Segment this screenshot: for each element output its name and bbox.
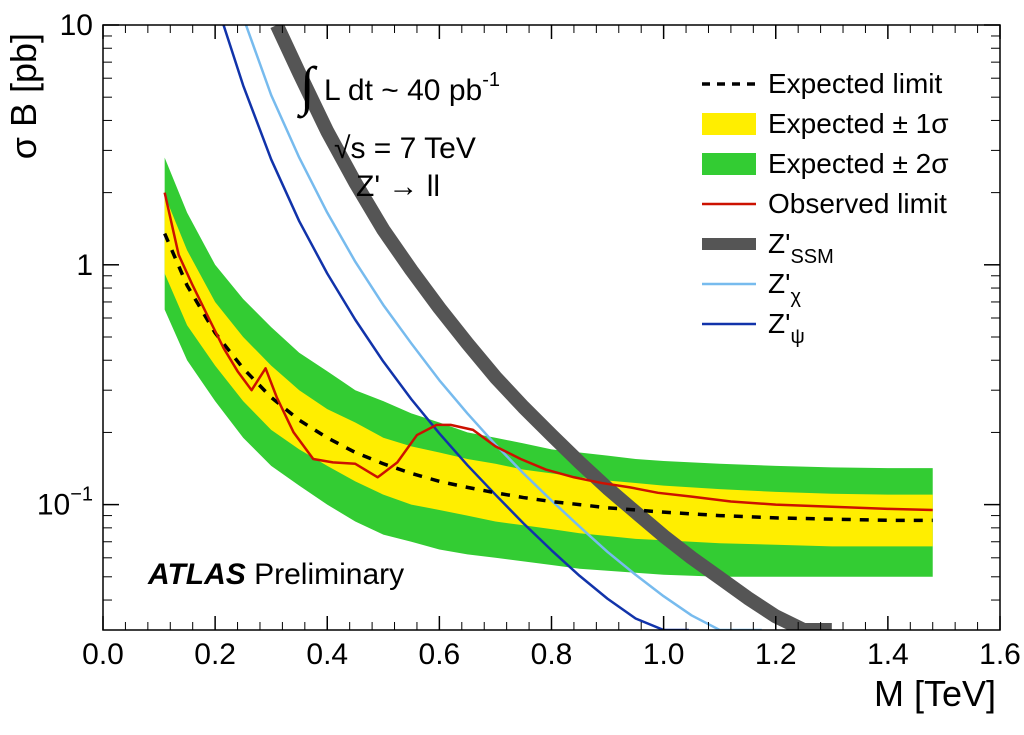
legend: Expected limit Expected ± 1σ Expected ± 2σ… — [702, 68, 949, 348]
legend-label: Z'SSM — [768, 228, 834, 268]
x-tick-label: 0.0 — [82, 638, 124, 671]
x-tick-label: 0.4 — [306, 638, 348, 671]
y-tick-label: 10 — [60, 9, 93, 42]
x-tick-label: 1.2 — [755, 638, 797, 671]
legend-label: Expected ± 1σ — [768, 108, 949, 139]
y-tick-label: 10−1 — [37, 484, 93, 522]
legend-label: Z'ψ — [768, 308, 805, 348]
atlas-label: ATLAS Preliminary — [147, 558, 404, 591]
luminosity-label: L dt ~ 40 pb-1 — [324, 69, 500, 107]
x-tick-label: 1.0 — [643, 638, 685, 671]
legend-label: Z'χ — [768, 268, 801, 308]
legend-label: Expected limit — [768, 68, 943, 99]
sqrt-s-label: √s = 7 TeV — [334, 132, 476, 165]
x-tick-label: 1.6 — [979, 638, 1021, 671]
legend-row-zchi: Z'χ — [702, 268, 801, 308]
legend-swatch — [702, 153, 756, 175]
legend-row-observed: Observed limit — [702, 188, 947, 219]
x-tick-label: 0.6 — [419, 638, 461, 671]
legend-row-zpsi: Z'ψ — [702, 308, 805, 348]
decay-label: Z' → ll — [356, 170, 440, 203]
legend-label: Expected ± 2σ — [768, 148, 949, 179]
legend-row-expected: Expected limit — [702, 68, 943, 99]
x-axis-title: M [TeV] — [874, 673, 996, 714]
legend-row-band2sigma: Expected ± 2σ — [702, 148, 949, 179]
x-tick-label: 0.2 — [194, 638, 236, 671]
y-tick-label: 1 — [76, 249, 93, 282]
legend-swatch — [702, 113, 756, 135]
x-tick-label: 0.8 — [531, 638, 573, 671]
chart-container: 0.0 0.2 0.4 0.6 0.8 1.0 1.2 1.4 1.6M [TeV] 10−1 1 1… — [0, 0, 1024, 735]
chart-svg: 0.0 0.2 0.4 0.6 0.8 1.0 1.2 1.4 1.6M [TeV] 10−1 1 1… — [0, 0, 1024, 735]
legend-label: Observed limit — [768, 188, 947, 219]
y-axis-title: σ B [pb] — [3, 33, 44, 159]
legend-row-band1sigma: Expected ± 1σ — [702, 108, 949, 139]
x-tick-label: 1.4 — [867, 638, 909, 671]
legend-row-zssm: Z'SSM — [702, 228, 834, 268]
